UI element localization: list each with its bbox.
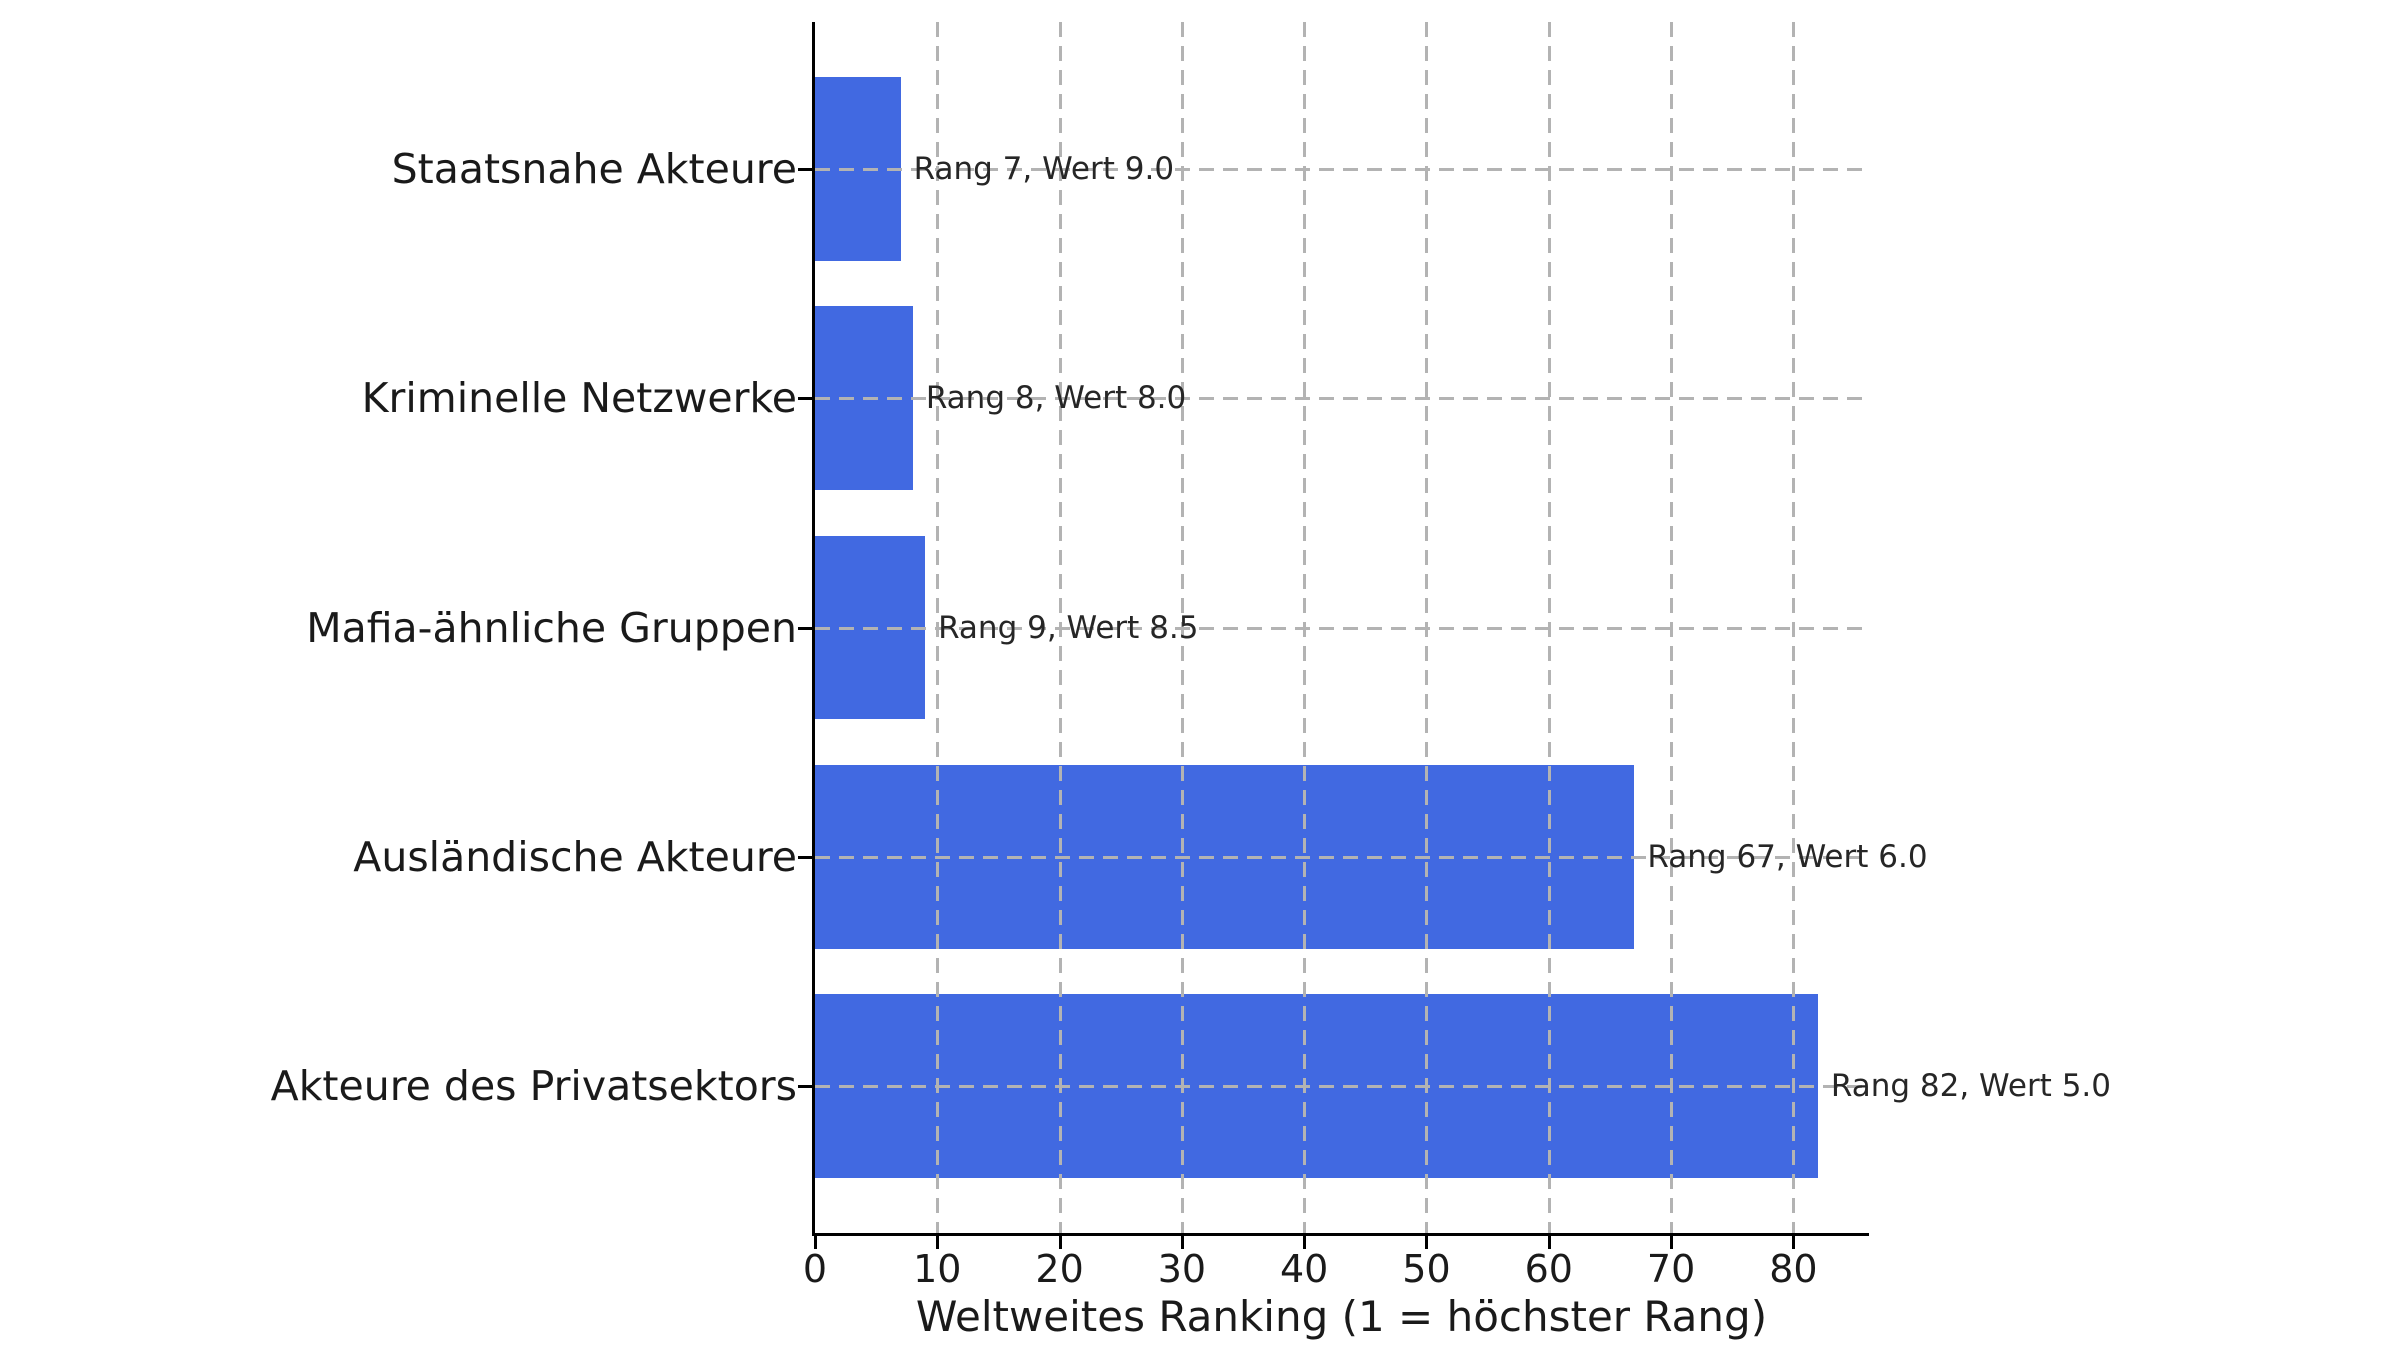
category-label: Staatsnahe Akteure [391, 144, 797, 193]
x-tick-label: 50 [1402, 1247, 1451, 1291]
y-gridline [815, 1085, 1868, 1089]
y-gridline [815, 626, 1868, 630]
x-axis-tick [1303, 1236, 1307, 1249]
y-gridline [815, 855, 1868, 859]
x-axis-tick [1547, 1236, 1551, 1249]
category-label: Mafia-ähnliche Gruppen [306, 603, 797, 652]
bar-annotation: Rang 9, Wert 8.5 [938, 609, 1199, 646]
bar-annotation: Rang 67, Wert 6.0 [1647, 838, 1928, 875]
x-tick-label: 60 [1524, 1247, 1573, 1291]
y-gridline [815, 167, 1868, 171]
y-axis-tick [798, 1085, 812, 1089]
x-tick-label: 10 [913, 1247, 962, 1291]
y-axis-tick [798, 626, 812, 630]
x-axis-tick [1425, 1236, 1429, 1249]
bar-annotation: Rang 8, Wert 8.0 [925, 380, 1187, 417]
bar-annotation: Rang 82, Wert 5.0 [1830, 1068, 2111, 1105]
x-tick-label: 30 [1157, 1247, 1207, 1291]
x-axis-title: Weltweites Ranking (1 = höchster Rang) [915, 1292, 1768, 1341]
y-axis-tick [798, 397, 812, 401]
x-tick-label: 70 [1646, 1247, 1696, 1291]
category-label: Ausländische Akteure [353, 832, 797, 881]
plot-area [815, 22, 1868, 1233]
x-axis-tick [1670, 1236, 1674, 1249]
x-tick-label: 80 [1769, 1247, 1818, 1291]
x-axis-spine [812, 1233, 1869, 1236]
x-axis-tick [936, 1236, 940, 1249]
y-axis-tick [798, 855, 812, 859]
category-label: Akteure des Privatsektors [270, 1062, 797, 1111]
x-axis-tick [814, 1236, 817, 1249]
category-label: Kriminelle Netzwerke [361, 374, 797, 423]
x-axis-tick [1180, 1236, 1184, 1249]
x-axis-tick [1058, 1236, 1062, 1249]
x-axis-tick [1792, 1236, 1796, 1249]
y-axis-tick [798, 167, 812, 171]
x-tick-label: 40 [1280, 1247, 1329, 1291]
y-gridline [815, 397, 1868, 401]
x-tick-label: 20 [1035, 1247, 1084, 1291]
bar-annotation: Rang 7, Wert 9.0 [913, 150, 1175, 187]
y-axis-spine [812, 22, 815, 1236]
x-tick-label: 0 [802, 1247, 828, 1291]
